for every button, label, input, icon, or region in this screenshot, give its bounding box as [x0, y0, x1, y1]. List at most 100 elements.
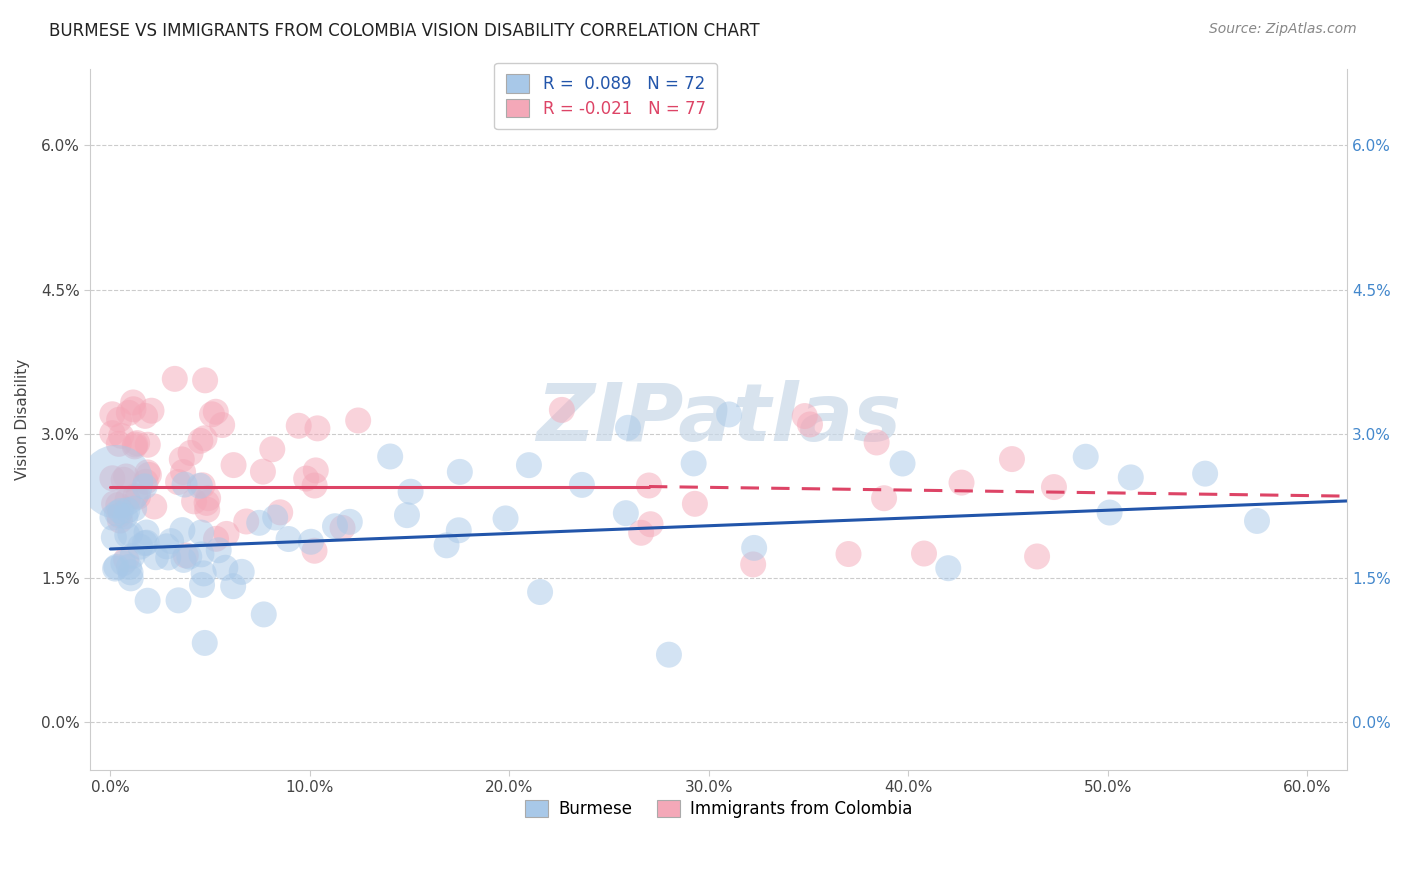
Point [195, 496, 218, 510]
Point [1098, 506, 1121, 520]
Point [120, 566, 142, 580]
Point [105, 475, 128, 489]
Point [211, 417, 233, 432]
Point [174, 549, 197, 563]
Point [110, 504, 132, 518]
Point [295, 471, 318, 485]
Point [201, 407, 224, 421]
Point [799, 417, 821, 432]
Point [118, 406, 141, 420]
Point [172, 523, 194, 537]
Point [108, 514, 131, 528]
Point [135, 535, 157, 549]
Point [143, 500, 166, 514]
Point [136, 593, 159, 607]
Point [101, 407, 124, 421]
Point [1194, 467, 1216, 481]
Point [104, 561, 127, 575]
Point [160, 534, 183, 549]
Point [183, 494, 205, 508]
Point [121, 549, 143, 563]
Point [138, 467, 160, 482]
Point [222, 458, 245, 472]
Text: ZIPatlas: ZIPatlas [536, 380, 901, 458]
Point [865, 435, 887, 450]
Point [193, 566, 215, 581]
Point [264, 510, 287, 524]
Point [214, 560, 236, 574]
Point [129, 540, 152, 554]
Point [950, 475, 973, 490]
Point [447, 523, 470, 537]
Point [742, 558, 765, 572]
Point [117, 528, 139, 542]
Point [163, 372, 186, 386]
Point [167, 593, 190, 607]
Point [495, 511, 517, 525]
Point [191, 478, 214, 492]
Point [1001, 452, 1024, 467]
Point [936, 561, 959, 575]
Point [638, 478, 661, 492]
Point [124, 489, 146, 503]
Point [117, 503, 139, 517]
Point [190, 525, 212, 540]
Point [108, 413, 131, 427]
Point [180, 446, 202, 460]
Point [188, 479, 211, 493]
Point [205, 532, 228, 546]
Point [304, 543, 326, 558]
Point [1246, 514, 1268, 528]
Point [339, 515, 361, 529]
Point [112, 473, 135, 487]
Point [173, 477, 195, 491]
Point [190, 547, 212, 561]
Text: Source: ZipAtlas.com: Source: ZipAtlas.com [1209, 22, 1357, 37]
Point [231, 565, 253, 579]
Legend: Burmese, Immigrants from Colombia: Burmese, Immigrants from Colombia [519, 793, 920, 825]
Point [718, 408, 741, 422]
Point [194, 373, 217, 387]
Point [135, 525, 157, 540]
Point [307, 421, 329, 435]
Point [122, 395, 145, 409]
Point [118, 560, 141, 574]
Point [269, 505, 291, 519]
Point [395, 508, 418, 523]
Point [1026, 549, 1049, 564]
Point [103, 497, 125, 511]
Point [1074, 450, 1097, 464]
Point [112, 556, 135, 570]
Point [347, 413, 370, 427]
Point [120, 571, 142, 585]
Point [287, 418, 309, 433]
Point [252, 465, 274, 479]
Point [262, 442, 284, 457]
Point [235, 515, 257, 529]
Point [204, 405, 226, 419]
Point [299, 534, 322, 549]
Text: BURMESE VS IMMIGRANTS FROM COLOMBIA VISION DISABILITY CORRELATION CHART: BURMESE VS IMMIGRANTS FROM COLOMBIA VISI… [49, 22, 759, 40]
Point [614, 506, 637, 520]
Point [167, 475, 190, 489]
Point [208, 543, 231, 558]
Point [120, 526, 142, 541]
Point [323, 519, 346, 533]
Point [436, 538, 458, 552]
Point [399, 484, 422, 499]
Point [277, 532, 299, 546]
Point [157, 550, 180, 565]
Point [127, 436, 149, 450]
Point [304, 478, 326, 492]
Point [122, 501, 145, 516]
Point [101, 510, 124, 524]
Point [305, 463, 328, 477]
Point [837, 547, 859, 561]
Point [173, 553, 195, 567]
Point [156, 539, 179, 553]
Point [101, 471, 124, 485]
Point [136, 438, 159, 452]
Point [742, 541, 765, 555]
Point [124, 437, 146, 451]
Point [124, 439, 146, 453]
